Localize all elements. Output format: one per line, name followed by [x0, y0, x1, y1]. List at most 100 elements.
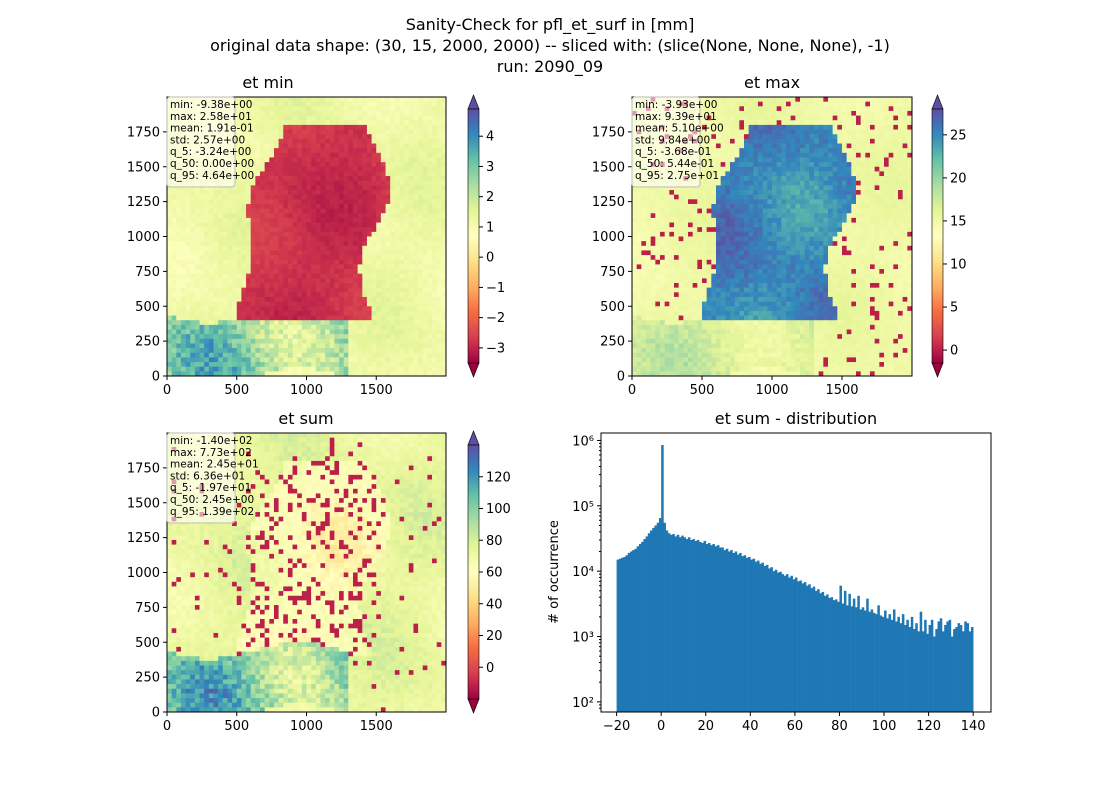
heatmap-cell [697, 334, 703, 340]
heatmap-cell [730, 329, 736, 335]
heatmap-cell [362, 190, 368, 196]
heatmap-cell [348, 371, 354, 377]
heatmap-cell [660, 217, 666, 224]
heatmap-cell [180, 273, 187, 279]
heatmap-cell [404, 143, 410, 149]
heatmap-cell [366, 343, 373, 349]
heatmap-cell [353, 148, 359, 154]
heatmap-cell [320, 269, 326, 275]
heatmap-cell [334, 162, 340, 168]
heatmap-cell [669, 306, 675, 312]
heatmap-cell [311, 138, 317, 144]
heatmap-cell [260, 106, 266, 112]
heatmap-cell [171, 315, 177, 321]
heatmap-cell [287, 278, 294, 284]
heatmap-cell [250, 208, 256, 214]
heatmap-cell [325, 273, 331, 279]
heatmap-cell [334, 259, 340, 265]
heatmap-cell [436, 334, 442, 340]
heatmap-cell [422, 143, 428, 149]
heatmap-cell [278, 185, 284, 191]
heatmap-cell [213, 241, 219, 247]
heatmap-cell [432, 301, 438, 307]
heatmap-cell [348, 194, 354, 200]
heatmap-cell [348, 180, 354, 186]
heatmap-cell [250, 203, 256, 210]
heatmap-cell [241, 329, 247, 335]
heatmap-cell [432, 334, 438, 340]
heatmap-cell [646, 357, 652, 363]
heatmap-cell [273, 129, 280, 135]
heatmap-cell [427, 250, 433, 256]
heatmap-cell [339, 157, 345, 163]
heatmap-cell [669, 287, 675, 293]
heatmap-cell [232, 222, 238, 228]
heatmap-cell [306, 106, 312, 112]
heatmap-cell [371, 124, 377, 131]
heatmap-cell [264, 348, 270, 354]
heatmap-cell [436, 120, 442, 126]
heatmap-cell [399, 292, 405, 298]
heatmap-cell [180, 310, 187, 317]
heatmap-cell [246, 217, 252, 224]
heatmap-cell [380, 199, 387, 205]
heatmap-cell [730, 129, 736, 135]
heatmap-cell [376, 101, 382, 107]
heatmap-cell [334, 310, 340, 317]
heatmap-cell [646, 227, 652, 233]
heatmap-cell [204, 357, 210, 363]
heatmap-cell [436, 148, 442, 154]
heatmap-cell [422, 148, 428, 154]
heatmap-cell [636, 213, 642, 219]
heatmap-cell [720, 296, 726, 303]
heatmap-cell [362, 213, 368, 219]
heatmap-cell [176, 236, 182, 242]
heatmap-cell [362, 245, 368, 251]
heatmap-cell [441, 176, 447, 182]
heatmap-cell [246, 120, 252, 126]
heatmap-cell [213, 222, 219, 228]
heatmap-cell [311, 227, 317, 233]
heatmap-cell [269, 283, 275, 289]
heatmap-cell [325, 301, 331, 307]
heatmap-cell [255, 301, 261, 307]
heatmap-cell [273, 143, 280, 149]
heatmap-cell [278, 217, 284, 224]
heatmap-cell [185, 185, 191, 191]
heatmap-cell [706, 301, 712, 307]
heatmap-cell [199, 241, 205, 247]
heatmap-cell [171, 213, 177, 219]
heatmap-cell [413, 148, 419, 154]
heatmap-cell [353, 143, 359, 149]
heatmap-cell [674, 287, 680, 293]
heatmap-cell [213, 320, 219, 326]
heatmap-cell [269, 231, 275, 237]
heatmap-cell [315, 106, 321, 112]
heatmap-cell [185, 190, 191, 196]
heatmap-cell [264, 227, 270, 233]
heatmap-cell [297, 199, 303, 205]
heatmap-cell [702, 269, 708, 275]
heatmap-cell [315, 194, 321, 200]
heatmap-cell [250, 362, 256, 368]
heatmap-cell [315, 129, 321, 135]
heatmap-cell [674, 245, 680, 251]
heatmap-cell [320, 259, 326, 265]
heatmap-cell [408, 310, 414, 317]
heatmap-cell [697, 287, 703, 293]
heatmap-cell [255, 166, 261, 172]
heatmap-cell [241, 264, 247, 270]
heatmap-cell [688, 292, 694, 298]
heatmap-cell [292, 194, 298, 200]
heatmap-cell [404, 101, 410, 107]
heatmap-cell [255, 157, 261, 163]
heatmap-cell [427, 171, 433, 177]
heatmap-cell [250, 176, 256, 182]
heatmap-cell [297, 227, 303, 233]
heatmap-cell [357, 259, 363, 265]
heatmap-cell [334, 241, 340, 247]
heatmap-cell [692, 306, 698, 312]
heatmap-cell [366, 338, 373, 344]
heatmap-cell [432, 357, 438, 363]
heatmap-cell [315, 152, 321, 158]
